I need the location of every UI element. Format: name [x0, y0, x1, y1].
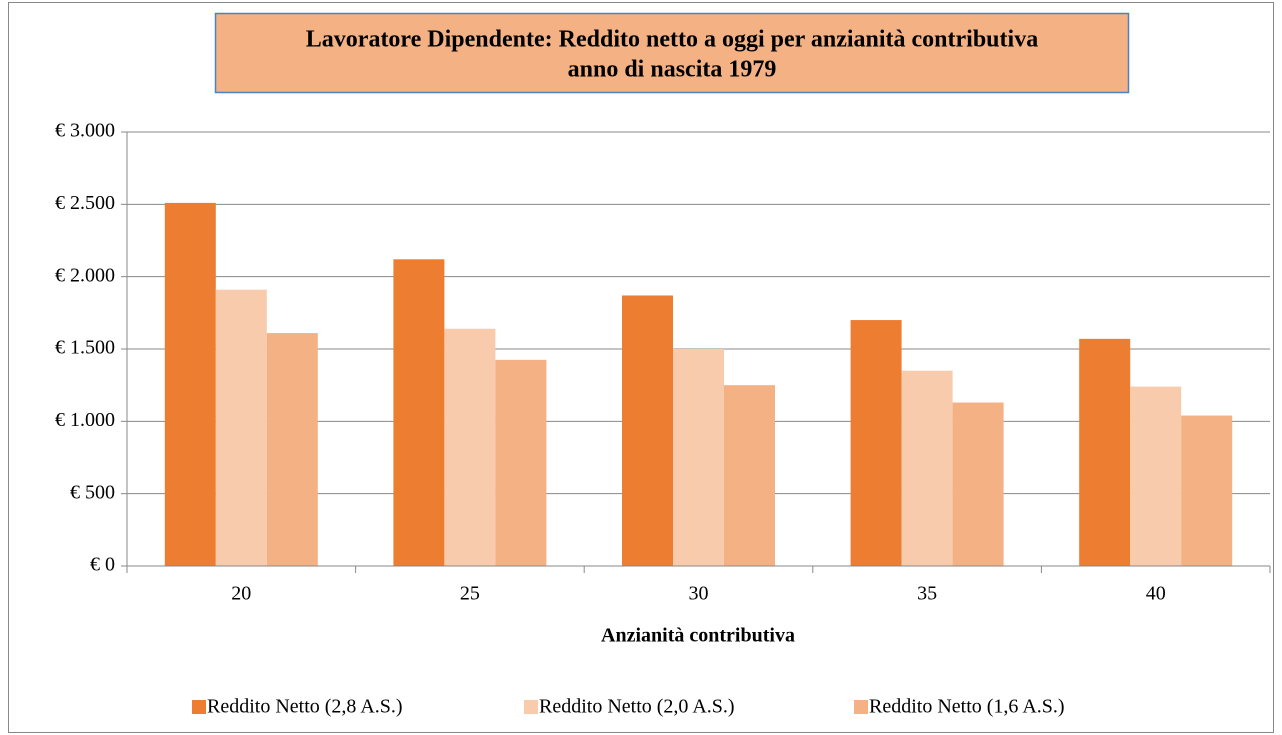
x-axis-label: Anzianità contributiva	[601, 625, 795, 647]
bar	[724, 385, 775, 566]
bar	[901, 370, 953, 566]
legend-swatch	[854, 700, 868, 714]
bar	[1130, 386, 1182, 566]
y-tick-label: € 1.000	[55, 409, 115, 431]
y-tick-label: € 0	[90, 554, 115, 576]
legend-label: Reddito Netto (2,0 A.S.)	[539, 696, 735, 718]
y-tick-label: € 3.000	[55, 120, 115, 142]
x-tick-label: 40	[1146, 583, 1166, 605]
chart-subtitle: anno di nascita 1979	[568, 57, 777, 83]
bar	[495, 359, 547, 566]
bar	[850, 320, 902, 566]
bar	[1181, 415, 1233, 566]
x-tick-label: 35	[917, 583, 937, 605]
legend-label: Reddito Netto (2,8 A.S.)	[207, 696, 403, 718]
legend-label: Reddito Netto (1,6 A.S.)	[869, 696, 1065, 718]
bar	[393, 259, 445, 566]
bar	[1079, 338, 1131, 566]
bar	[215, 289, 267, 566]
y-tick-label: € 500	[70, 481, 115, 503]
x-tick-label: 20	[231, 583, 251, 605]
chart-title: Lavoratore Dipendente: Reddito netto a o…	[306, 27, 1038, 53]
bar	[622, 295, 673, 566]
y-tick-label: € 1.500	[55, 337, 115, 359]
y-tick-label: € 2.500	[55, 192, 115, 214]
bar	[952, 402, 1004, 566]
bar	[164, 202, 216, 567]
title-box	[214, 12, 1130, 94]
bar	[266, 333, 318, 566]
legend-swatch	[192, 700, 206, 714]
x-tick-label: 25	[460, 583, 480, 605]
bar	[444, 328, 496, 566]
bar	[673, 349, 724, 566]
legend-swatch	[524, 700, 538, 714]
x-tick-label: 30	[689, 583, 709, 605]
y-tick-label: € 2.000	[55, 264, 115, 286]
